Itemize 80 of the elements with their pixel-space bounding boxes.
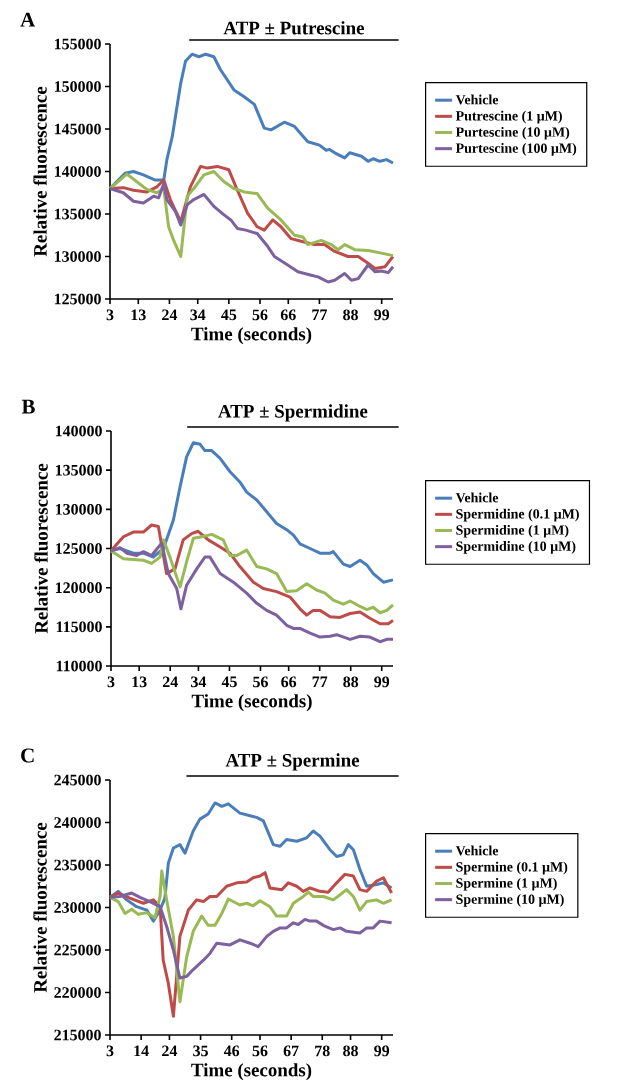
x-tick-label: 3 [107, 676, 115, 688]
x-tick-label: 56 [253, 676, 268, 688]
y-tick-label: 245000 [54, 774, 101, 786]
y-tick-label: 115000 [56, 621, 102, 633]
y-tick-label: 220000 [54, 987, 101, 998]
x-tick-label: 67 [283, 1045, 299, 1057]
x-tick-label: 13 [132, 676, 147, 688]
y-tick-label: 145000 [54, 123, 101, 135]
x-tick-label: 88 [343, 676, 359, 688]
x-tick-label: 35 [193, 1045, 208, 1057]
x-tick-label: 66 [281, 676, 297, 688]
legend-label: Spermidine (1 µM) [456, 524, 569, 538]
x-tick-label: 24 [162, 309, 178, 321]
legend-label: Purtescine (100 µM) [455, 143, 577, 156]
x-tick-label: 78 [315, 1045, 330, 1057]
y-tick-label: 120000 [55, 582, 102, 594]
x-tick-label: 34 [191, 676, 207, 688]
x-tick-label: 99 [374, 309, 390, 321]
x-tick-label: 99 [374, 676, 390, 688]
text: ATP ± Putrescine [223, 21, 365, 35]
line-series [108, 891, 394, 980]
y-tick-label: 135000 [55, 464, 102, 476]
legend-label: Spermine (1 µM) [456, 877, 557, 891]
y-axis-title: Relative fluorescence [34, 463, 48, 634]
legend-label: Spermidine (0.1 µM) [456, 508, 579, 522]
y-tick-label: 110000 [56, 660, 102, 672]
x-axis-title: Time (seconds) [191, 327, 312, 345]
x-tick-label: 14 [134, 1045, 149, 1057]
x-tick-label: 77 [312, 309, 327, 320]
legend-label: Vehicle [455, 94, 499, 105]
chart-title: C [21, 748, 34, 763]
line-series [108, 170, 395, 258]
y-axis-title: Relative fluorescence [33, 822, 47, 993]
text: ATP ± Spermine [225, 753, 360, 771]
x-axis-title: Time (seconds) [191, 1063, 312, 1081]
y-tick-label: 155000 [54, 38, 101, 50]
x-tick-label: 77 [312, 676, 328, 687]
y-tick-label: 235000 [54, 859, 101, 871]
y-tick-label: 225000 [54, 944, 101, 956]
x-tick-label: 88 [343, 1045, 358, 1057]
x-tick-label: 45 [221, 676, 237, 688]
chart-title: B [21, 399, 35, 414]
x-tick-label: 34 [190, 309, 206, 321]
x-tick-label: 45 [221, 309, 237, 321]
chart-title: A [20, 12, 36, 27]
x-tick-label: 24 [162, 676, 178, 688]
y-axis-title: Relative fluorescence [33, 86, 47, 257]
legend-label: Spermine (0.1 µM) [456, 861, 568, 875]
x-tick-label: 56 [252, 1045, 268, 1057]
x-tick-label: 56 [252, 309, 268, 321]
y-tick-label: 125000 [55, 543, 102, 554]
line-series [108, 181, 395, 284]
y-tick-label: 215000 [54, 1029, 101, 1041]
line-series [109, 541, 395, 644]
x-axis-title: Time (seconds) [191, 694, 312, 712]
y-tick-label: 230000 [54, 902, 101, 913]
y-tick-label: 240000 [54, 817, 101, 828]
y-tick-label: 125000 [54, 293, 101, 305]
x-tick-label: 24 [162, 1045, 178, 1057]
y-tick-label: 140000 [54, 166, 101, 177]
y-tick-label: 130000 [54, 251, 101, 262]
x-tick-label: 3 [106, 309, 114, 321]
x-tick-label: 13 [131, 309, 146, 321]
legend-label: Putrescine (1 µM) [455, 110, 562, 124]
x-tick-label: 66 [280, 309, 296, 321]
legend-label: Spermidine (10 µM) [456, 541, 576, 554]
y-tick-label: 150000 [54, 81, 101, 92]
x-tick-label: 3 [106, 1045, 114, 1057]
legend-label: Spermine (10 µM) [456, 894, 564, 907]
legend-label: Purtescine (10 µM) [455, 126, 570, 140]
text: ATP ± Spermidine [218, 404, 368, 422]
x-tick-label: 46 [223, 1045, 240, 1057]
y-tick-label: 135000 [54, 208, 101, 220]
x-tick-label: 99 [374, 1045, 390, 1057]
y-tick-label: 130000 [55, 503, 102, 515]
x-tick-label: 88 [343, 309, 358, 321]
legend-label: Vehicle [455, 492, 499, 503]
line-series [109, 532, 395, 615]
legend-label: Vehicle [455, 845, 499, 856]
y-tick-label: 140000 [55, 425, 102, 437]
